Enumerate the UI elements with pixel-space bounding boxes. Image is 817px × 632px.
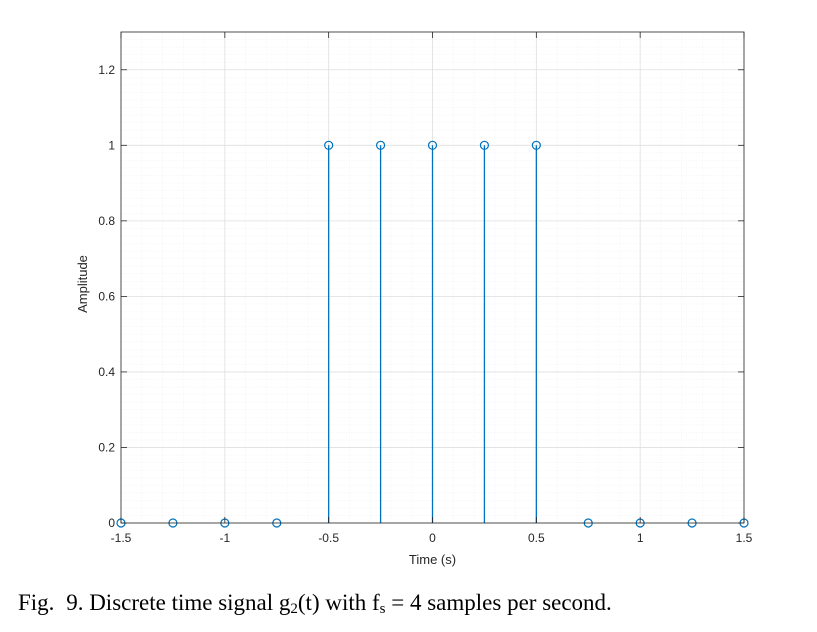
caption-text-2: (t) with f xyxy=(297,590,380,615)
x-tick-label: 1 xyxy=(637,531,644,545)
x-tick-label: 1.5 xyxy=(736,531,753,545)
caption-f-subscript: s xyxy=(379,601,386,617)
x-tick-label: 0 xyxy=(429,531,436,545)
axes-box xyxy=(120,31,745,524)
x-tick-label: 0.5 xyxy=(528,531,545,545)
y-tick-label: 0.2 xyxy=(98,440,115,454)
x-axis-label: Time (s) xyxy=(409,552,456,567)
caption-text-3: = 4 samples per second. xyxy=(385,590,612,615)
figure-caption: Fig. 9. Discrete time signal g2(t) with … xyxy=(18,590,808,618)
y-tick-label: 0.8 xyxy=(98,214,115,228)
y-tick-label: 1.2 xyxy=(98,63,115,77)
stem-marker xyxy=(479,140,490,150)
stem-marker xyxy=(531,140,541,150)
y-tick-label: 0.4 xyxy=(98,365,115,379)
tick-labels: -1.5 -1 -0.5 0 0.5 1 1.5 0 0.2 0.4 0.6 0.8 1 1.2 xyxy=(98,63,752,545)
caption-g-subscript: 2 xyxy=(290,601,298,617)
stem-chart: -1.5 -1 -0.5 0 0.5 1 1.5 0 0.2 0.4 0.6 0.8 1 1.2 Time… xyxy=(75,31,753,567)
stem-marker xyxy=(324,140,334,150)
x-tick-label: -1.5 xyxy=(111,531,132,545)
stem-marker xyxy=(375,140,386,150)
y-tick-label: 0 xyxy=(108,516,115,530)
caption-text-1: Discrete time signal g xyxy=(89,590,291,615)
stem-marker xyxy=(427,140,438,150)
caption-number: 9. xyxy=(66,590,84,615)
x-tick-label: -1 xyxy=(219,531,230,545)
caption-prefix: Fig. xyxy=(18,590,55,615)
y-tick-label: 0.6 xyxy=(98,289,115,303)
stem-series xyxy=(116,140,749,528)
y-tick-label: 1 xyxy=(108,138,115,152)
x-tick-label: -0.5 xyxy=(318,531,339,545)
y-axis-label: Amplitude xyxy=(75,255,90,313)
